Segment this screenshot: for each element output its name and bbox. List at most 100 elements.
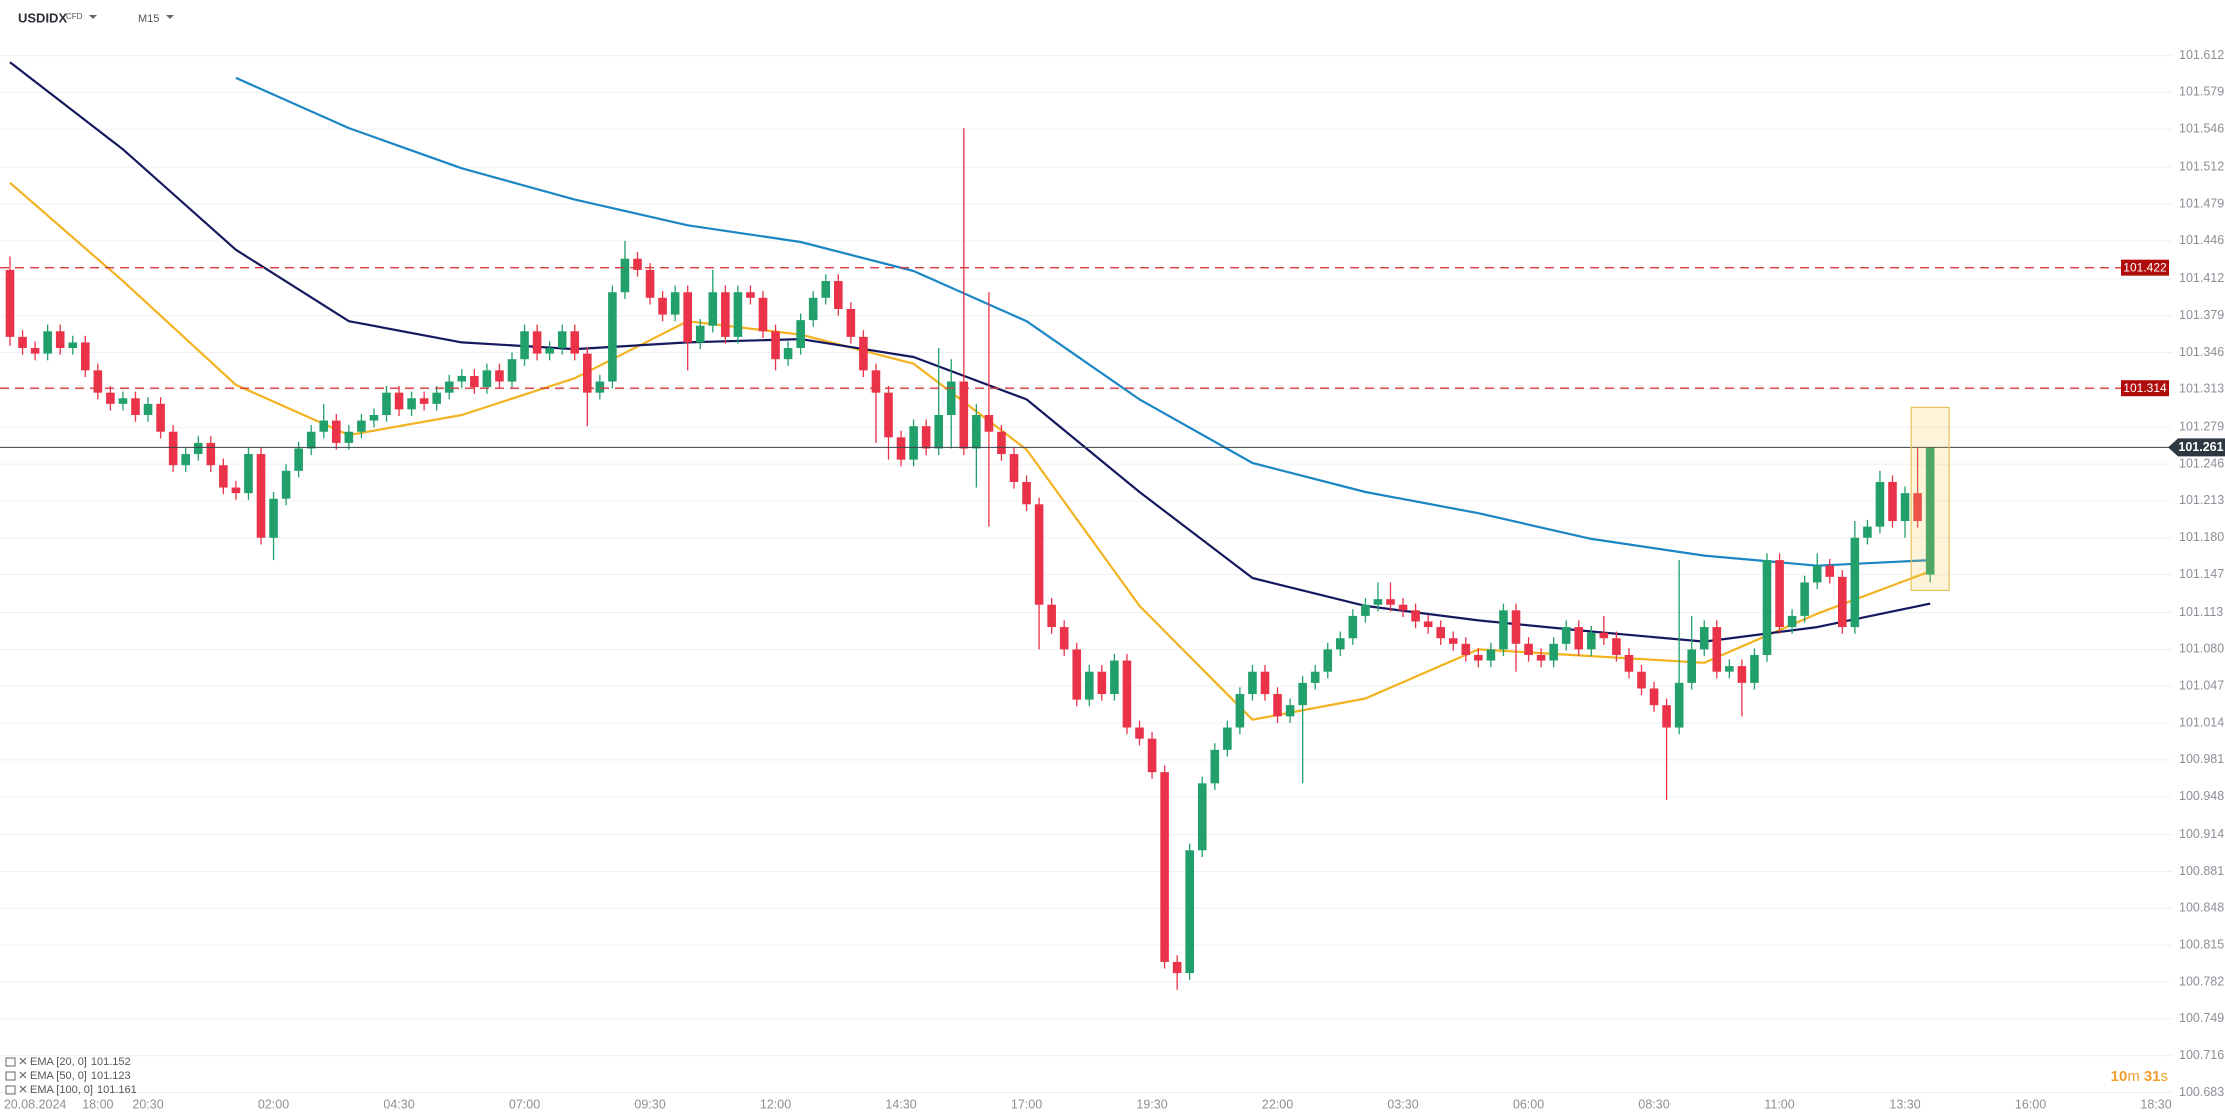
candle-body bbox=[394, 392, 404, 410]
candle-body bbox=[708, 292, 718, 326]
candle-body bbox=[921, 426, 931, 449]
candle-body bbox=[1737, 666, 1747, 683]
candle-body bbox=[595, 381, 605, 393]
x-tick-label: 14:30 bbox=[885, 1097, 916, 1111]
candle-body bbox=[1323, 649, 1333, 672]
candle-body bbox=[1574, 627, 1584, 650]
y-tick-label: 100.782 bbox=[2179, 974, 2224, 988]
candle-body bbox=[18, 336, 27, 349]
candle-body bbox=[846, 308, 856, 337]
y-tick-label: 100.815 bbox=[2179, 937, 2224, 951]
candle-body bbox=[1474, 654, 1483, 661]
candle-body bbox=[1725, 666, 1734, 672]
legend-name: EMA [100, 0] bbox=[30, 1084, 93, 1096]
candle-body bbox=[1524, 643, 1533, 655]
y-tick-label: 101.279 bbox=[2179, 420, 2224, 434]
candle-body bbox=[1511, 610, 1521, 644]
candle-body bbox=[281, 470, 291, 499]
candle-body bbox=[1085, 671, 1094, 700]
timeframe[interactable]: M15 bbox=[138, 13, 159, 25]
candle-body bbox=[1310, 671, 1320, 683]
candle-body bbox=[1059, 627, 1069, 650]
y-tick-label: 101.080 bbox=[2179, 642, 2224, 656]
candle-body bbox=[583, 353, 592, 393]
candle-body bbox=[1850, 537, 1860, 628]
level-label-bg bbox=[2121, 259, 2169, 276]
candle-body bbox=[1336, 638, 1345, 650]
candle-body bbox=[1687, 649, 1696, 683]
x-tick-label: 20:30 bbox=[132, 1097, 163, 1111]
candle-body bbox=[1147, 738, 1157, 773]
candle-body bbox=[1223, 727, 1232, 750]
candle-body bbox=[771, 331, 780, 360]
x-tick-label: 11:00 bbox=[1764, 1097, 1794, 1111]
candle-body bbox=[193, 442, 203, 455]
y-tick-label: 101.313 bbox=[2179, 382, 2224, 396]
candle-body bbox=[1348, 615, 1358, 639]
countdown-seconds: 31 bbox=[2144, 1068, 2161, 1085]
candle-body bbox=[1172, 961, 1182, 974]
candle-body bbox=[871, 370, 881, 393]
candle-body bbox=[608, 292, 617, 382]
x-tick-label: 13:30 bbox=[1889, 1097, 1920, 1111]
ema-line bbox=[9, 61, 1931, 643]
candle-body bbox=[1411, 610, 1420, 622]
symbol-dropdown[interactable] bbox=[89, 15, 97, 19]
candle-body bbox=[683, 292, 692, 343]
candle-body bbox=[758, 297, 768, 332]
candle-body bbox=[984, 414, 994, 432]
symbol[interactable]: USDIDX bbox=[18, 10, 67, 25]
candle-body bbox=[557, 331, 567, 349]
legend-close bbox=[19, 1071, 27, 1079]
timeframe-dropdown[interactable] bbox=[166, 15, 174, 19]
legend-value: 101.161 bbox=[97, 1084, 137, 1096]
last-price-label: 101.261 bbox=[2178, 440, 2223, 454]
x-tick-label: 17:00 bbox=[1011, 1097, 1042, 1111]
candle-body bbox=[382, 392, 391, 415]
candle-body bbox=[1398, 604, 1408, 611]
candle-body bbox=[946, 381, 956, 415]
candle-body bbox=[344, 431, 354, 443]
y-tick-label: 101.147 bbox=[2179, 567, 2224, 581]
candle-body bbox=[1762, 560, 1772, 655]
candle-body bbox=[1034, 504, 1044, 605]
y-tick-label: 101.180 bbox=[2179, 530, 2224, 544]
candle-body bbox=[294, 448, 303, 471]
candle-body bbox=[1273, 694, 1282, 717]
y-tick-label: 101.213 bbox=[2179, 493, 2224, 507]
candle-body bbox=[495, 370, 504, 382]
candle-body bbox=[721, 292, 730, 337]
candle-body bbox=[106, 392, 115, 404]
candle-body bbox=[1486, 649, 1496, 661]
candle-body bbox=[470, 375, 479, 388]
ema-line bbox=[9, 181, 1931, 721]
level-label-bg bbox=[2121, 380, 2169, 397]
candle-body bbox=[206, 442, 216, 466]
candle-body bbox=[1160, 772, 1169, 962]
x-tick-label: 02:00 bbox=[258, 1097, 289, 1111]
candle-body bbox=[959, 381, 969, 449]
candle-body bbox=[231, 487, 241, 494]
y-tick-label: 101.479 bbox=[2179, 196, 2224, 210]
candle-body bbox=[81, 342, 90, 371]
y-tick-label: 101.047 bbox=[2179, 679, 2224, 693]
x-tick-label: 09:30 bbox=[634, 1097, 665, 1111]
y-tick-label: 100.683 bbox=[2179, 1085, 2224, 1099]
candle-body bbox=[93, 370, 103, 393]
candle-body bbox=[1135, 727, 1144, 739]
candle-body bbox=[1549, 643, 1558, 661]
y-tick-label: 101.346 bbox=[2179, 345, 2224, 359]
candles bbox=[5, 128, 1935, 990]
candle-body bbox=[432, 392, 441, 404]
candle-body bbox=[520, 331, 529, 360]
candle-body bbox=[118, 398, 128, 404]
candle-body bbox=[1637, 671, 1646, 689]
countdown-minutes: 10 bbox=[2111, 1068, 2128, 1085]
legend-close bbox=[19, 1057, 27, 1065]
candle-body bbox=[1185, 850, 1194, 974]
candle-body bbox=[5, 269, 15, 337]
candle-body bbox=[1875, 481, 1885, 527]
candle-body bbox=[244, 454, 253, 494]
y-tick-label: 100.716 bbox=[2179, 1048, 2224, 1062]
